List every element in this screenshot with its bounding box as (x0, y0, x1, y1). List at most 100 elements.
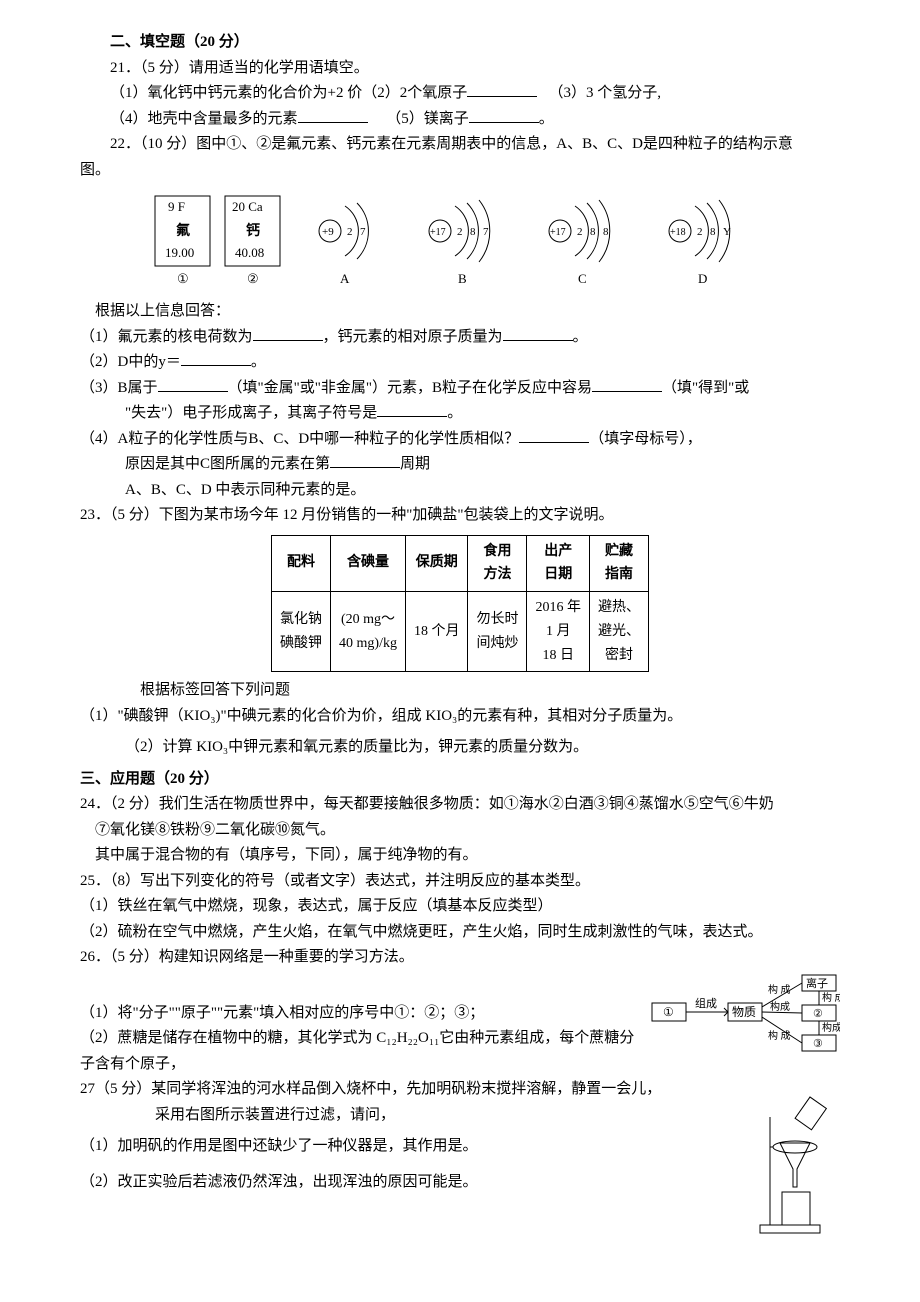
svg-text:C: C (578, 271, 587, 286)
svg-text:8: 8 (590, 226, 596, 238)
th: 出产 日期 (527, 535, 590, 592)
text: 原因是其中C图所属的元素在第 (125, 456, 330, 472)
q22-p3: （3）B属于（填"金属"或"非金属"）元素，B粒子在化学反应中容易（填"得到"或 (80, 376, 840, 402)
svg-text:②: ② (813, 1008, 823, 1020)
svg-text:组成: 组成 (695, 996, 717, 1010)
blank (467, 81, 537, 97)
svg-text:氟: 氟 (176, 222, 190, 239)
svg-text:8: 8 (710, 226, 716, 238)
text: 。 (251, 354, 266, 370)
svg-text:③: ③ (813, 1038, 823, 1050)
blank (158, 376, 228, 392)
blank (377, 401, 447, 417)
section2-heading: 二、填空题（20 分） (110, 30, 840, 56)
blank (330, 452, 400, 468)
td: 避热、 避光、 密封 (589, 592, 648, 672)
q23-lead: 根据标签回答下列问题 (140, 678, 840, 704)
text: 周期 (400, 456, 430, 472)
q22-p2: （2）D中的y＝ 。 (80, 350, 840, 376)
blank (298, 107, 368, 123)
q21-p1b: （3）3 个氢分子, (548, 85, 661, 101)
svg-text:19.00: 19.00 (165, 245, 194, 260)
svg-text:离子: 离子 (806, 976, 828, 990)
text: ，钙元素的相对原子质量为 (323, 329, 503, 345)
svg-text:7: 7 (483, 226, 489, 238)
svg-text:A: A (340, 271, 350, 286)
text: "失去"）电子形成离子，其离子符号是 (125, 405, 377, 421)
q24-stem: 24．（2 分）我们生活在物质世界中，每天都要接触很多物质：如①海水②白酒③铜④… (80, 792, 840, 818)
q24-p1: 其中属于混合物的有（填序号，下同），属于纯净物的有。 (95, 843, 840, 869)
svg-text:构成: 构成 (770, 1000, 790, 1013)
q21-p5-end: 。 (539, 111, 554, 127)
text: （填字母标号）， (589, 431, 702, 447)
svg-text:2: 2 (457, 226, 463, 238)
section3-heading: 三、应用题（20 分） (80, 767, 840, 793)
svg-text:8: 8 (470, 226, 476, 238)
th: 保质期 (405, 535, 468, 592)
q23-table: 配料 含碘量 保质期 食用 方法 出产 日期 贮藏 指南 氯化钠 碘酸钾 (20… (271, 535, 649, 673)
q21-p4: （4）地壳中含量最多的元素 (110, 111, 298, 127)
th: 贮藏 指南 (589, 535, 648, 592)
svg-text:构成: 构成 (822, 1021, 840, 1034)
svg-text:B: B (458, 271, 467, 286)
th: 配料 (272, 535, 331, 592)
text: 。 (573, 329, 588, 345)
th: 含碘量 (331, 535, 406, 592)
svg-text:7: 7 (360, 226, 366, 238)
td: 氯化钠 碘酸钾 (272, 592, 331, 672)
td: 勿长时 间炖炒 (468, 592, 527, 672)
th: 食用 方法 (468, 535, 527, 592)
svg-text:+18: +18 (670, 227, 686, 238)
q21-line1: （1）氧化钙中钙元素的化合价为+2 价（2）2个氧原子 （3）3 个氢分子, (110, 81, 840, 107)
q27-p2: （2）改正实验后若滤液仍然浑浊，出现浑浊的原因可能是。 (80, 1170, 840, 1196)
q25-p2: （2）硫粉在空气中燃烧，产生火焰，在氧气中燃烧更旺，产生火焰，同时生成刺激性的气… (80, 920, 840, 946)
svg-text:+17: +17 (550, 227, 566, 238)
blank (503, 325, 573, 341)
svg-text:Y: Y (723, 226, 731, 238)
q27-p1: （1）加明矾的作用是图中还缺少了一种仪器是，其作用是。 (80, 1134, 840, 1160)
svg-text:①: ① (177, 271, 189, 286)
text: （2）D中的y＝ (80, 354, 181, 370)
text: （4）A粒子的化学性质与B、C、D中哪一种粒子的化学性质相似？ (80, 431, 519, 447)
q22-figure: 9 F 氟 19.00 ① 20 Ca 钙 40.08 ② +9 2 7 A +… (80, 191, 840, 291)
blank (469, 107, 539, 123)
q27-stem: 27（5 分）某同学将浑浊的河水样品倒入烧杯中，先加明矾粉末搅拌溶解，静置一会儿… (80, 1077, 840, 1103)
text: （1）氟元素的核电荷数为 (80, 329, 253, 345)
q27-figure (740, 1077, 840, 1247)
svg-text:D: D (698, 271, 707, 286)
svg-text:①: ① (663, 1005, 674, 1019)
q22-p4e: A、B、C、D 中表示同种元素的是。 (125, 478, 840, 504)
q21-stem: 21．（5 分）请用适当的化学用语填空。 (110, 56, 840, 82)
q22-p3b: "失去"）电子形成离子，其离子符号是 。 (125, 401, 840, 427)
svg-text:9 F: 9 F (168, 199, 185, 214)
q25-stem: 25．（8）写出下列变化的符号（或者文字）表达式，并注明反应的基本类型。 (80, 869, 840, 895)
q22-stem-line2: 图。 (80, 158, 840, 184)
q25-p1: （1）铁丝在氧气中燃烧，现象，表达式，属于反应（填基本反应类型） (80, 894, 840, 920)
q22-stem-line1: 22．（10 分）图中①、②是氟元素、钙元素在元素周期表中的信息，A、B、C、D… (110, 132, 840, 158)
q22-p4: （4）A粒子的化学性质与B、C、D中哪一种粒子的化学性质相似？ （填字母标号）， (80, 427, 840, 453)
q23-stem: 23．（5 分）下图为某市场今年 12 月份销售的一种"加碘盐"包装袋上的文字说… (80, 503, 840, 529)
svg-text:+9: +9 (322, 226, 334, 238)
svg-text:20 Ca: 20 Ca (232, 199, 263, 214)
blank (519, 427, 589, 443)
q21-p1a: （1）氧化钙中钙元素的化合价为+2 价（2）2个氧原子 (110, 85, 467, 101)
q23-p2: （2）计算 KIO₃中钾元素和氧元素的质量比为，钾元素的质量分数为。 (125, 735, 840, 761)
q21-p5: （5）镁离子 (386, 111, 469, 127)
text: （3）B属于 (80, 380, 158, 396)
q27-stem2: 采用右图所示装置进行过滤，请问， (155, 1103, 840, 1129)
svg-text:+17: +17 (430, 227, 446, 238)
q26-figure: ① 组成 物质 离子 ② ③ 构 成 构成 构 成 构 成 构成 (650, 971, 840, 1071)
text: 。 (447, 405, 462, 421)
svg-text:构 成: 构 成 (768, 1029, 791, 1042)
q23-p1: （1）"碘酸钾（KIO₃)"中碘元素的化合价为价，组成 KIO₃的元素有种，其相… (80, 704, 840, 730)
svg-text:2: 2 (577, 226, 583, 238)
q22-lead: 根据以上信息回答： (95, 299, 840, 325)
td: (20 mg～ 40 mg)/kg (331, 592, 406, 672)
svg-text:8: 8 (603, 226, 609, 238)
svg-text:构 成: 构 成 (822, 991, 840, 1004)
q26-stem: 26．（5 分）构建知识网络是一种重要的学习方法。 (80, 945, 840, 971)
q22-p1: （1）氟元素的核电荷数为 ，钙元素的相对原子质量为 。 (80, 325, 840, 351)
td: 18 个月 (405, 592, 468, 672)
td: 2016 年 1 月 18 日 (527, 592, 590, 672)
text: （填"得到"或 (662, 380, 749, 396)
